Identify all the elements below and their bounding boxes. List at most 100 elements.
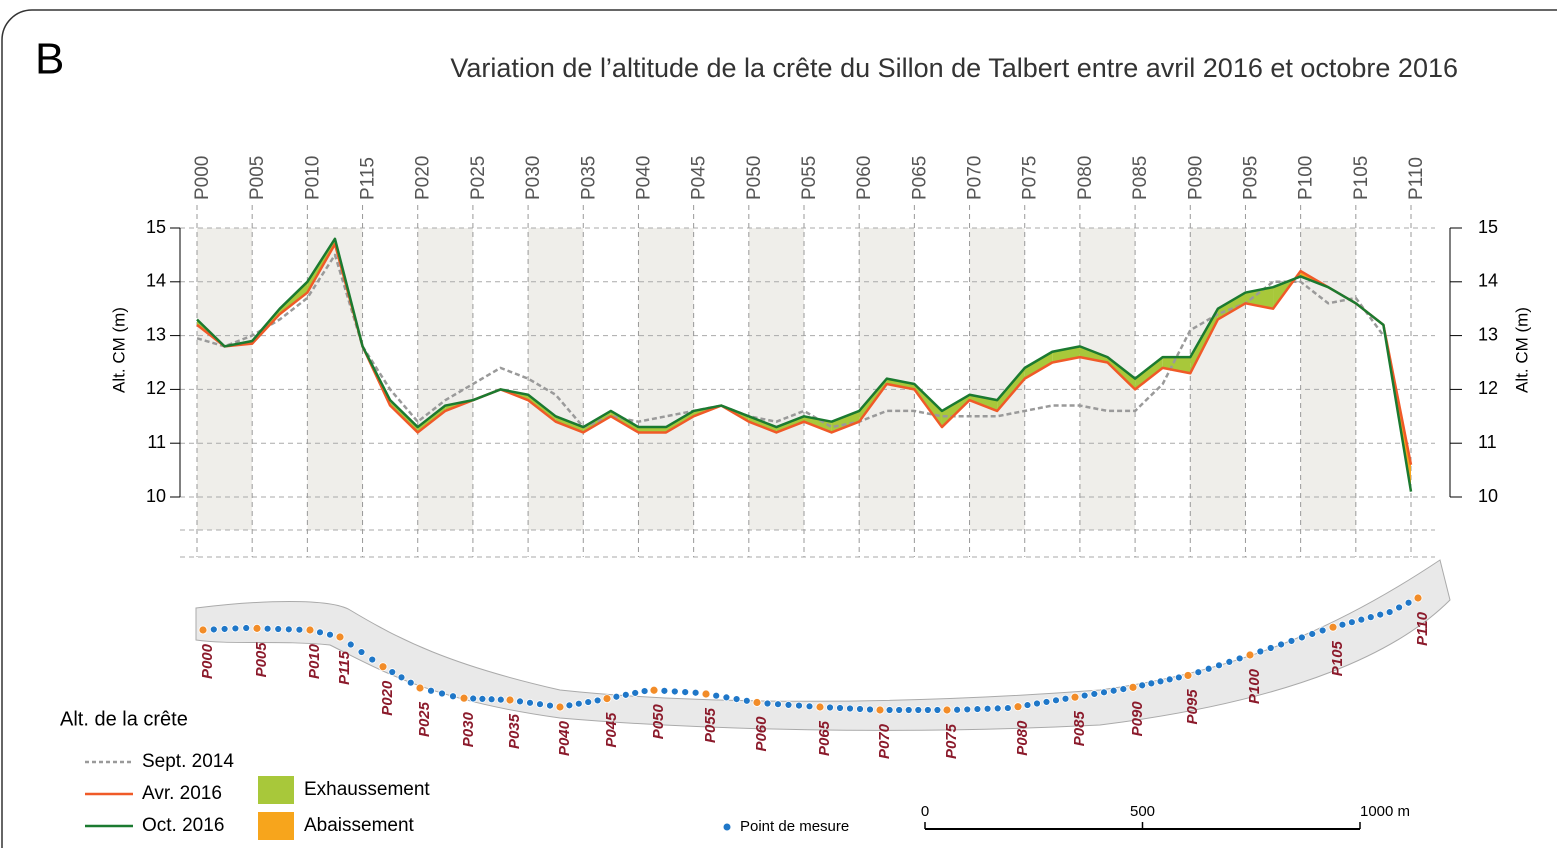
- y2-tick-label: 13: [1478, 324, 1498, 344]
- x-tick-label: P020: [413, 156, 434, 200]
- measure-point: [1080, 691, 1089, 700]
- y-tick-label: 14: [146, 271, 166, 291]
- x-tick-label: P080: [1075, 156, 1096, 200]
- profile-point: [752, 698, 762, 707]
- measure-point: [612, 692, 621, 701]
- measure-point: [469, 694, 478, 703]
- measure-point: [1100, 688, 1108, 697]
- map-label: P040: [556, 720, 573, 756]
- measure-point: [1119, 685, 1128, 694]
- measure-point: [1338, 620, 1347, 629]
- measure-point: [1052, 696, 1060, 705]
- measure-point: [1090, 690, 1099, 698]
- profile-point: [252, 623, 262, 633]
- profile-point: [1413, 593, 1423, 603]
- measure-point: [326, 630, 334, 639]
- measure-point: [565, 701, 574, 710]
- exhaussement-fill: [1135, 357, 1163, 390]
- profile-band: [638, 228, 694, 530]
- map-label: P005: [253, 642, 270, 678]
- measure-point: [584, 698, 593, 706]
- measure-point: [774, 700, 782, 709]
- chart-title: Variation de l’altitude de la crête du S…: [450, 53, 1458, 83]
- series-line: [196, 253, 1385, 429]
- measure-point: [1277, 640, 1286, 649]
- measure-point: [856, 705, 864, 713]
- x-tick-label: P005: [247, 156, 268, 200]
- x-tick-label: P040: [633, 156, 654, 200]
- x-tick-label: P000: [192, 156, 213, 200]
- measure-point: [904, 706, 913, 714]
- exhaussement-fill: [748, 416, 777, 433]
- measure-point: [1235, 654, 1244, 663]
- measure-point: [1138, 681, 1147, 690]
- measure-point: [763, 699, 772, 708]
- map-label: P080: [1014, 720, 1031, 756]
- measure-point: [784, 701, 793, 709]
- map-label: P010: [306, 643, 323, 679]
- measure-point: [438, 689, 446, 698]
- x-tick-label: P100: [1296, 156, 1317, 200]
- exhaussement-fill: [831, 410, 860, 433]
- y2-tick-label: 14: [1478, 271, 1498, 291]
- measure-point: [242, 624, 251, 632]
- exhaussement-fill: [1079, 346, 1108, 363]
- map: P000 P005 P010 P115 P020 P025 P030 P035 P040 P045…: [198, 593, 1431, 759]
- measure-point: [1256, 647, 1265, 656]
- legend-label: Exhaussement: [304, 779, 430, 800]
- measure-point: [1174, 673, 1183, 682]
- y2-tick-label: 12: [1478, 378, 1498, 398]
- profile-point: [1183, 671, 1193, 680]
- measure-point: [346, 640, 355, 649]
- x-tick-label: P065: [909, 156, 930, 200]
- profile-point: [555, 702, 565, 712]
- exhaussement-fill: [1217, 292, 1246, 320]
- x-tick-label: P050: [744, 156, 765, 200]
- map-label: P025: [416, 701, 433, 737]
- y-tick-label: 15: [146, 217, 166, 237]
- map-label: P110: [1414, 611, 1431, 646]
- exhaussement-fill: [997, 367, 1025, 411]
- measure-point: [660, 686, 669, 695]
- measure-point: [691, 688, 700, 697]
- measure-point: [536, 700, 544, 709]
- measure-point: [923, 706, 932, 714]
- profile-point: [875, 705, 885, 715]
- profile-band: [1190, 228, 1246, 530]
- measure-point: [274, 625, 283, 633]
- measure-point: [397, 673, 406, 682]
- scale-tick-label: 0: [921, 803, 929, 820]
- measure-point: [1366, 613, 1375, 622]
- y2-tick-label: 10: [1478, 486, 1498, 506]
- x-tick-label: P105: [1351, 156, 1372, 200]
- measure-point: [209, 625, 218, 634]
- y-axis-label: Alt. CM (m): [109, 307, 128, 393]
- measure-point: [983, 704, 992, 713]
- map-label: P105: [1329, 641, 1346, 677]
- measure-point: [895, 706, 904, 714]
- measure-point: [263, 624, 272, 633]
- y2-tick-label: 15: [1478, 217, 1498, 237]
- profile-point: [1245, 650, 1255, 660]
- measure-point: [220, 625, 229, 633]
- profile-point: [1070, 692, 1080, 702]
- measure-point: [1308, 630, 1317, 638]
- exhaussement-fill: [1162, 357, 1191, 374]
- map-label: P095: [1184, 689, 1201, 725]
- y2-tick-label: 11: [1478, 432, 1497, 452]
- measure-point: [478, 694, 487, 703]
- profile-point: [505, 695, 515, 705]
- measure-point: [427, 686, 435, 695]
- measure-point: [826, 703, 834, 712]
- x-tick-label: P095: [1240, 156, 1261, 200]
- map-label: P030: [460, 712, 477, 748]
- measure-point: [1404, 598, 1413, 607]
- legend-label: Oct. 2016: [142, 815, 224, 836]
- measure-point: [406, 678, 415, 687]
- measure-point: [1215, 661, 1223, 670]
- legend-label: Avr. 2016: [142, 783, 222, 804]
- profile-band: [197, 228, 253, 530]
- measure-point: [742, 696, 751, 705]
- measure-point: [973, 705, 982, 713]
